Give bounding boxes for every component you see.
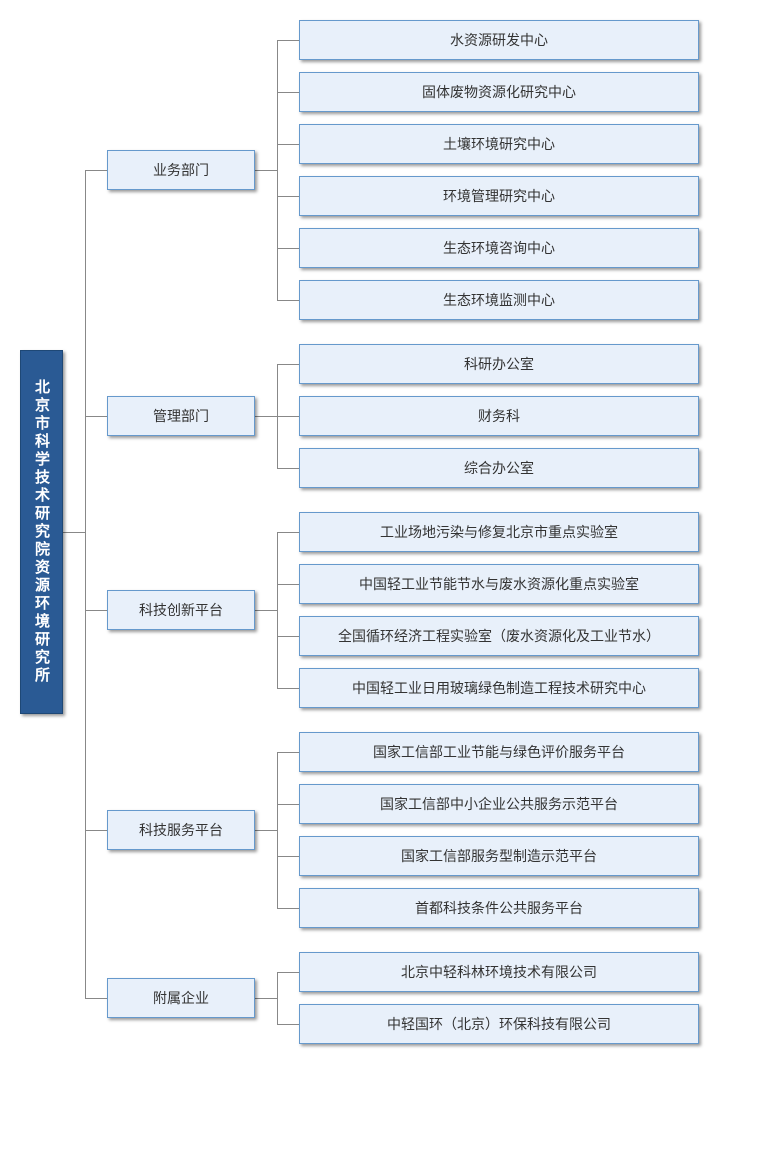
leaf-row: 中国轻工业节能节水与废水资源化重点实验室 bbox=[277, 564, 699, 604]
connector-line bbox=[85, 830, 107, 831]
connector-line bbox=[255, 998, 277, 999]
group-row: 附属企业北京中轻科林环境技术有限公司中轻国环（北京）环保科技有限公司 bbox=[85, 952, 699, 1044]
connector-line bbox=[277, 972, 278, 1024]
leaf-column: 水资源研发中心固体废物资源化研究中心土壤环境研究中心环境管理研究中心生态环境咨询… bbox=[277, 20, 699, 320]
leaf-row: 科研办公室 bbox=[277, 344, 699, 384]
leaf-node: 全国循环经济工程实验室（废水资源化及工业节水） bbox=[299, 616, 699, 656]
leaf-node: 生态环境咨询中心 bbox=[299, 228, 699, 268]
leaf-node: 中国轻工业节能节水与废水资源化重点实验室 bbox=[299, 564, 699, 604]
group-node: 科技创新平台 bbox=[107, 590, 255, 630]
connector-line bbox=[277, 92, 299, 93]
connector-line bbox=[85, 610, 107, 611]
connector-line bbox=[277, 468, 299, 469]
leaf-node: 科研办公室 bbox=[299, 344, 699, 384]
connector-line bbox=[277, 972, 299, 973]
leaf-row: 首都科技条件公共服务平台 bbox=[277, 888, 699, 928]
connector-line bbox=[277, 584, 299, 585]
leaf-node: 环境管理研究中心 bbox=[299, 176, 699, 216]
connector-line bbox=[255, 416, 277, 417]
group-row: 科技服务平台国家工信部工业节能与绿色评价服务平台国家工信部中小企业公共服务示范平… bbox=[85, 732, 699, 928]
leaf-row: 财务科 bbox=[277, 396, 699, 436]
leaf-node: 水资源研发中心 bbox=[299, 20, 699, 60]
connector-line bbox=[277, 364, 278, 468]
root-node: 北京市科学技术研究院资源环境研究所 bbox=[20, 350, 63, 714]
connector-line bbox=[277, 804, 299, 805]
group-row: 科技创新平台工业场地污染与修复北京市重点实验室中国轻工业节能节水与废水资源化重点… bbox=[85, 512, 699, 708]
connector-line bbox=[277, 908, 299, 909]
leaf-row: 国家工信部服务型制造示范平台 bbox=[277, 836, 699, 876]
groups-column: 业务部门水资源研发中心固体废物资源化研究中心土壤环境研究中心环境管理研究中心生态… bbox=[85, 20, 699, 1044]
connector-line bbox=[277, 40, 299, 41]
leaf-row: 中轻国环（北京）环保科技有限公司 bbox=[277, 1004, 699, 1044]
connector-line bbox=[255, 170, 277, 171]
leaf-node: 固体废物资源化研究中心 bbox=[299, 72, 699, 112]
connector-line bbox=[277, 752, 278, 908]
leaf-node: 土壤环境研究中心 bbox=[299, 124, 699, 164]
leaf-node: 中轻国环（北京）环保科技有限公司 bbox=[299, 1004, 699, 1044]
connector-line bbox=[277, 40, 278, 300]
leaf-row: 综合办公室 bbox=[277, 448, 699, 488]
leaf-row: 水资源研发中心 bbox=[277, 20, 699, 60]
leaf-row: 土壤环境研究中心 bbox=[277, 124, 699, 164]
connector-line bbox=[277, 752, 299, 753]
connector-line bbox=[277, 416, 299, 417]
group-row: 业务部门水资源研发中心固体废物资源化研究中心土壤环境研究中心环境管理研究中心生态… bbox=[85, 20, 699, 320]
leaf-column: 北京中轻科林环境技术有限公司中轻国环（北京）环保科技有限公司 bbox=[277, 952, 699, 1044]
leaf-row: 北京中轻科林环境技术有限公司 bbox=[277, 952, 699, 992]
connector-line bbox=[85, 416, 107, 417]
leaf-node: 财务科 bbox=[299, 396, 699, 436]
group-node: 附属企业 bbox=[107, 978, 255, 1018]
leaf-node: 工业场地污染与修复北京市重点实验室 bbox=[299, 512, 699, 552]
connector-line bbox=[277, 856, 299, 857]
leaf-row: 中国轻工业日用玻璃绿色制造工程技术研究中心 bbox=[277, 668, 699, 708]
connector-line bbox=[255, 610, 277, 611]
group-node: 业务部门 bbox=[107, 150, 255, 190]
connector-line bbox=[277, 300, 299, 301]
leaf-node: 中国轻工业日用玻璃绿色制造工程技术研究中心 bbox=[299, 668, 699, 708]
leaf-row: 国家工信部中小企业公共服务示范平台 bbox=[277, 784, 699, 824]
leaf-row: 固体废物资源化研究中心 bbox=[277, 72, 699, 112]
connector-line bbox=[277, 196, 299, 197]
org-chart: 北京市科学技术研究院资源环境研究所 业务部门水资源研发中心固体废物资源化研究中心… bbox=[20, 20, 749, 1044]
leaf-node: 国家工信部服务型制造示范平台 bbox=[299, 836, 699, 876]
connector-line bbox=[277, 636, 299, 637]
leaf-node: 生态环境监测中心 bbox=[299, 280, 699, 320]
connector-line bbox=[277, 532, 299, 533]
leaf-row: 工业场地污染与修复北京市重点实验室 bbox=[277, 512, 699, 552]
connector-line bbox=[277, 364, 299, 365]
leaf-row: 生态环境监测中心 bbox=[277, 280, 699, 320]
leaf-node: 综合办公室 bbox=[299, 448, 699, 488]
leaf-column: 工业场地污染与修复北京市重点实验室中国轻工业节能节水与废水资源化重点实验室全国循… bbox=[277, 512, 699, 708]
leaf-column: 国家工信部工业节能与绿色评价服务平台国家工信部中小企业公共服务示范平台国家工信部… bbox=[277, 732, 699, 928]
leaf-node: 北京中轻科林环境技术有限公司 bbox=[299, 952, 699, 992]
connector-line bbox=[277, 248, 299, 249]
connector-line bbox=[277, 1024, 299, 1025]
group-row: 管理部门科研办公室财务科综合办公室 bbox=[85, 344, 699, 488]
leaf-node: 国家工信部中小企业公共服务示范平台 bbox=[299, 784, 699, 824]
leaf-column: 科研办公室财务科综合办公室 bbox=[277, 344, 699, 488]
connector-line bbox=[277, 688, 299, 689]
connector-line bbox=[277, 144, 299, 145]
leaf-node: 首都科技条件公共服务平台 bbox=[299, 888, 699, 928]
group-node: 科技服务平台 bbox=[107, 810, 255, 850]
leaf-node: 国家工信部工业节能与绿色评价服务平台 bbox=[299, 732, 699, 772]
leaf-row: 全国循环经济工程实验室（废水资源化及工业节水） bbox=[277, 616, 699, 656]
connector-line bbox=[255, 830, 277, 831]
leaf-row: 国家工信部工业节能与绿色评价服务平台 bbox=[277, 732, 699, 772]
group-node: 管理部门 bbox=[107, 396, 255, 436]
connector-line bbox=[85, 998, 107, 999]
connector-line bbox=[63, 532, 85, 533]
leaf-row: 生态环境咨询中心 bbox=[277, 228, 699, 268]
leaf-row: 环境管理研究中心 bbox=[277, 176, 699, 216]
connector-line bbox=[85, 170, 107, 171]
connector-line bbox=[277, 532, 278, 688]
